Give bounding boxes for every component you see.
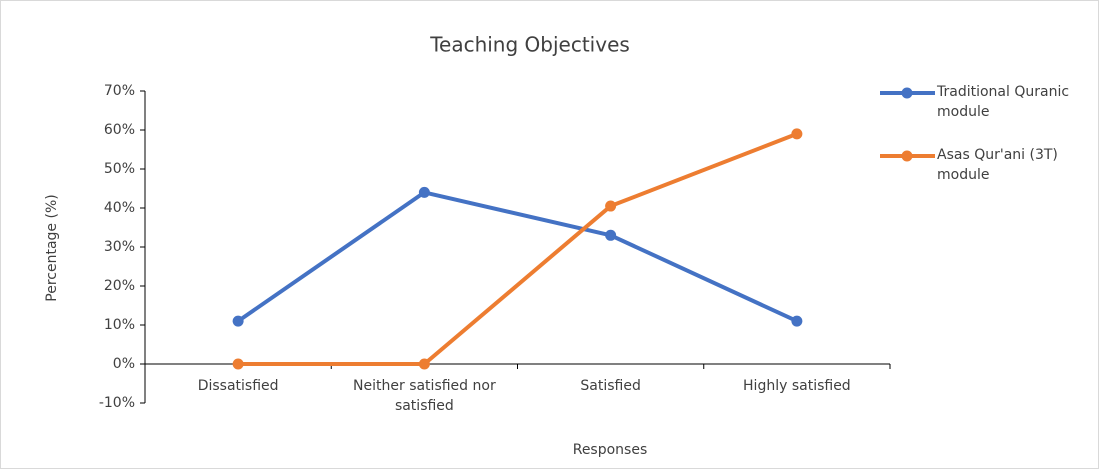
y-tick-label: 20% (104, 278, 135, 294)
point (605, 229, 617, 241)
point (791, 128, 803, 140)
legend-label: Traditional Quranic module (937, 84, 1070, 120)
point (418, 358, 430, 370)
y-tick-label: 50% (104, 161, 135, 177)
y-tick-label: 0% (113, 356, 135, 372)
x-axis-title: Responses (573, 442, 648, 458)
point (791, 315, 803, 327)
series-line (238, 132, 798, 366)
legend-marker (901, 150, 913, 162)
point (418, 186, 430, 198)
point (232, 358, 244, 370)
x-tick-label: Dissatisfied (197, 378, 279, 394)
y-tick-label: 70% (104, 83, 135, 99)
chart-title: Teaching Objectives (429, 33, 630, 57)
x-tick-label: Neither satisfied nor satisfied (353, 378, 496, 414)
point (605, 200, 617, 212)
y-tick-label: 10% (104, 317, 135, 333)
legend-label: Asas Qur'ani (3T) module (937, 147, 1058, 183)
point (232, 315, 244, 327)
y-axis-title: Percentage (%) (44, 194, 60, 301)
x-tick-label: Satisfied (580, 378, 641, 394)
y-tick-label: -10% (99, 395, 135, 411)
y-tick-label: 60% (104, 122, 135, 138)
series-line (236, 190, 798, 323)
legend-marker (901, 87, 913, 99)
y-tick-label: 30% (104, 239, 135, 255)
x-tick-label: Highly satisfied (743, 378, 851, 394)
y-tick-label: 40% (104, 200, 135, 216)
